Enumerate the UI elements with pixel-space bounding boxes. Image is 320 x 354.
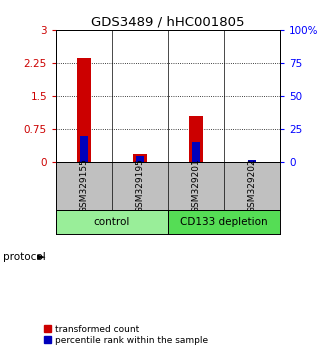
Bar — [189, 116, 203, 162]
Text: CD133 depletion: CD133 depletion — [180, 217, 268, 227]
Bar — [248, 160, 256, 162]
Text: GSM329155: GSM329155 — [79, 159, 89, 213]
Title: GDS3489 / hHC001805: GDS3489 / hHC001805 — [91, 16, 245, 29]
Legend: transformed count, percentile rank within the sample: transformed count, percentile rank withi… — [43, 324, 209, 346]
Text: control: control — [94, 217, 130, 227]
Bar — [136, 156, 144, 162]
Text: GSM329202: GSM329202 — [247, 159, 257, 213]
Bar — [168, 210, 280, 234]
Text: ►: ► — [37, 252, 45, 262]
Bar — [133, 154, 147, 162]
Text: GSM329195: GSM329195 — [135, 159, 145, 213]
Bar — [80, 136, 88, 162]
Text: GSM329201: GSM329201 — [191, 159, 201, 213]
Bar — [77, 58, 91, 162]
Bar — [192, 142, 200, 162]
Bar — [56, 210, 168, 234]
Text: protocol: protocol — [3, 252, 46, 262]
